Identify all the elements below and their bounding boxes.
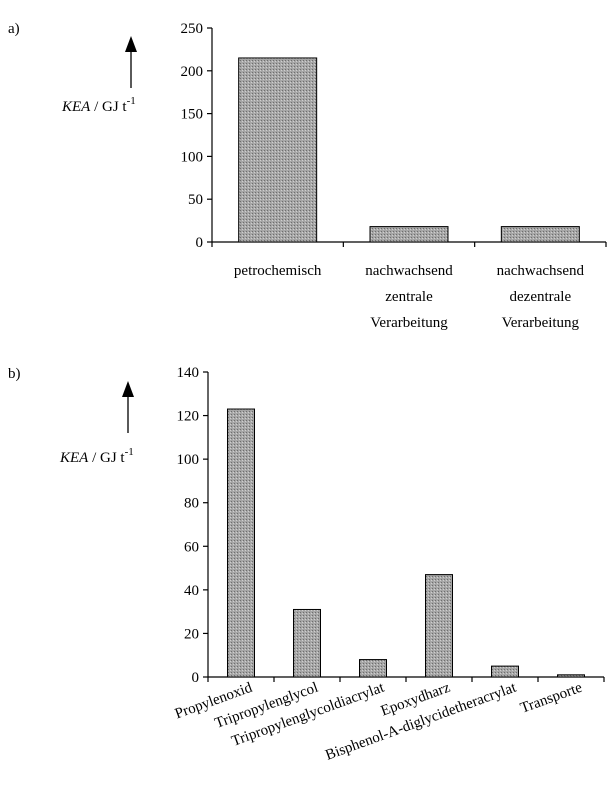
panel-b-y-axis-symbol: KEA [59, 450, 89, 466]
panel-a-bar [500, 226, 580, 243]
panel-a-y-axis-label: KEA / GJ t-1 [61, 95, 136, 115]
panel-b-y-axis-unit: / GJ t [88, 450, 125, 466]
panel-a-category-label: petrochemisch [234, 263, 322, 279]
panel-a-chart: a) KEA / GJ t-1 0 50 100 150 200 250 petroche… [8, 21, 607, 331]
panel-b-chart: b) KEA / GJ t-1 0 20 40 60 80 100 120 140 Propy… [8, 365, 605, 764]
panel-b-bar [491, 665, 519, 678]
panel-a-y-tick-label: 0 [196, 235, 204, 251]
panel-b-y-tick-label: 60 [184, 539, 199, 555]
panel-a-bar [369, 226, 449, 243]
panel-b-y-tick-label: 40 [184, 583, 199, 599]
panel-a-bar [238, 57, 318, 243]
panel-a-y-axis-exponent: -1 [127, 95, 136, 107]
panel-a-y-tick-label: 200 [181, 64, 204, 80]
panel-a-y-tick-label: 250 [181, 21, 204, 37]
panel-b-bar [557, 674, 585, 678]
panel-b-axes: 0 20 40 60 80 100 120 140 [177, 365, 605, 686]
panel-a-y-axis-unit: / GJ t [90, 99, 127, 115]
panel-b-bar [227, 408, 255, 678]
panel-b-y-arrow-icon [122, 381, 134, 433]
panel-b-y-tick-label: 140 [177, 365, 200, 381]
panel-b-y-axis-label: KEA / GJ t-1 [59, 446, 134, 466]
panel-a-category-label: Verarbeitung [370, 315, 448, 331]
panel-b-y-tick-label: 20 [184, 626, 199, 642]
panel-a-bars [238, 57, 580, 243]
panel-b-category-labels: PropylenoxidTripropylenglycolTripropylen… [173, 679, 585, 763]
panel-b-y-tick-label: 100 [177, 452, 200, 468]
panel-a-category-label: nachwachsend [365, 263, 453, 279]
panel-a-category-labels: petrochemisch nachwachsend zentrale Verarbe… [234, 263, 585, 331]
panel-a-category-label: zentrale [385, 289, 433, 305]
panel-b-y-axis-exponent: -1 [125, 446, 134, 458]
panel-b-bar [425, 574, 453, 678]
panel-a-y-tick-label: 150 [181, 107, 204, 123]
panel-a-category-label: Verarbeitung [502, 315, 580, 331]
panel-a-y-tick-label: 50 [188, 192, 203, 208]
panel-a-y-tick-label: 100 [181, 149, 204, 165]
panel-b-category-label: Transporte [518, 680, 584, 717]
panel-b-y-tick-label: 120 [177, 409, 200, 425]
panel-b-bar [359, 659, 387, 678]
panel-b-y-tick-label: 80 [184, 496, 199, 512]
panel-b-label: b) [8, 366, 21, 382]
panel-a-label: a) [8, 21, 20, 37]
panel-b-y-tick-label: 0 [192, 670, 200, 686]
panel-b-bars [227, 408, 585, 678]
panel-a-y-axis-symbol: KEA [61, 99, 91, 115]
panel-b-bar [293, 608, 321, 678]
panel-a-y-arrow-icon [125, 36, 137, 88]
panel-a-category-label: dezentrale [510, 289, 572, 305]
panel-a-category-label: nachwachsend [497, 263, 585, 279]
